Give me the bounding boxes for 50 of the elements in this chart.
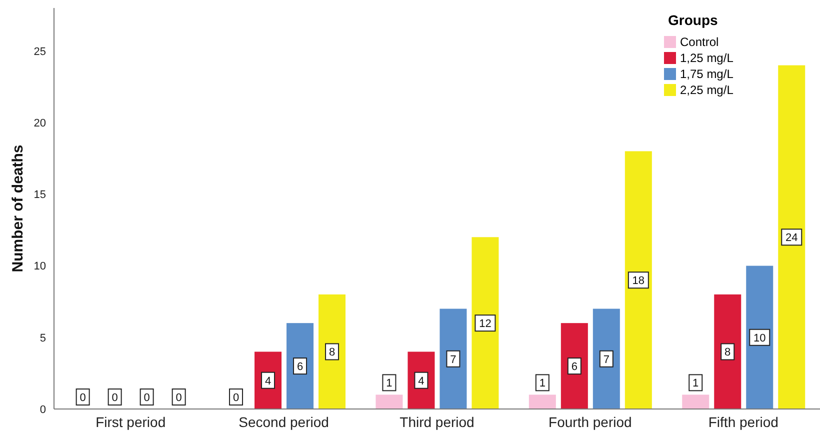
legend-label: 1,25 mg/L — [680, 51, 734, 65]
bar — [560, 323, 588, 409]
data-label: 0 — [80, 392, 86, 404]
x-tick-label: Fifth period — [708, 414, 778, 430]
bar — [472, 237, 499, 409]
y-tick-label: 5 — [40, 332, 46, 344]
y-tick-label: 20 — [34, 117, 46, 130]
y-axis-title: Number of deaths — [9, 144, 26, 272]
x-tick-label: Second period — [238, 414, 329, 430]
data-label: 8 — [328, 346, 336, 359]
data-label: 8 — [724, 346, 731, 359]
legend-title: Groups — [668, 12, 719, 28]
data-label: 0 — [112, 392, 118, 404]
x-tick-label: First period — [96, 414, 166, 430]
data-label: 24 — [785, 232, 798, 244]
legend-label: 2,25 mg/L — [680, 83, 734, 97]
bar — [778, 65, 806, 409]
data-label: 12 — [479, 318, 492, 330]
data-label: 0 — [176, 392, 182, 404]
bar — [746, 266, 774, 409]
bar — [682, 394, 710, 409]
bar — [624, 151, 652, 409]
y-tick-label: 10 — [34, 260, 46, 273]
data-label: 6 — [296, 361, 304, 374]
bar — [714, 294, 742, 409]
data-label: 4 — [418, 375, 424, 388]
data-label: 4 — [264, 375, 272, 388]
legend-label: 1,75 mg/L — [680, 67, 734, 81]
y-tick-label: 0 — [40, 404, 46, 416]
data-label: 7 — [450, 354, 456, 366]
bar — [592, 308, 620, 409]
y-tick-label: 15 — [34, 189, 46, 202]
data-label: 6 — [571, 361, 578, 374]
data-label: 0 — [144, 392, 150, 404]
data-label: 1 — [386, 378, 392, 390]
data-label: 1 — [539, 378, 546, 390]
bar — [318, 294, 346, 409]
bar — [440, 308, 467, 409]
bar — [376, 394, 403, 409]
x-tick-label: Fourth period — [548, 414, 632, 430]
x-tick-label: Third period — [400, 414, 474, 430]
data-label: 18 — [632, 275, 645, 288]
y-tick-label: 25 — [34, 46, 46, 58]
data-label: 10 — [753, 332, 766, 344]
data-label: 1 — [692, 378, 699, 390]
data-label: 0 — [232, 392, 240, 404]
data-label: 7 — [603, 354, 610, 366]
legend-label: Control — [680, 35, 719, 49]
bar — [286, 323, 314, 409]
bar — [528, 394, 556, 409]
